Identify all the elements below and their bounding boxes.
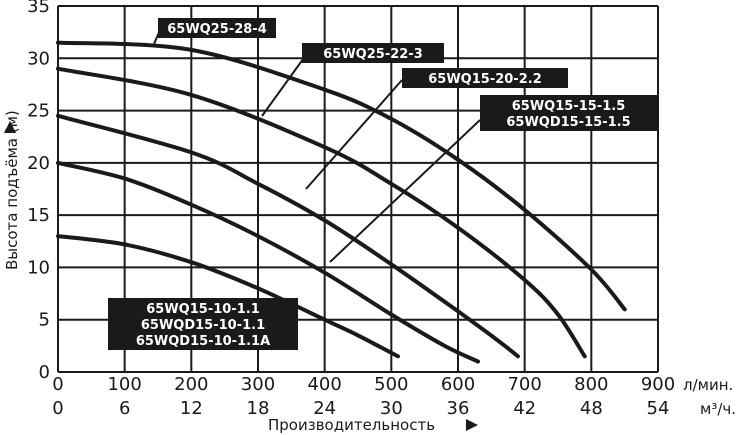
series-label-text: 65WQ15-15-1.5 bbox=[512, 99, 625, 114]
y-axis-arrow-icon bbox=[4, 121, 16, 133]
y-tick-label: 0 bbox=[39, 362, 50, 383]
x-tick-label-secondary: 48 bbox=[580, 398, 603, 419]
performance-curve bbox=[56, 160, 480, 364]
y-tick-label: 15 bbox=[27, 205, 50, 226]
series-label-text: 65WQD15-10-1.1A bbox=[136, 334, 270, 349]
label-leader-line bbox=[305, 79, 403, 190]
x-tick-labels-primary: 0 100 200 300 400 500 600 700 800 900 bbox=[52, 374, 675, 395]
x-tick-label-primary: 800 bbox=[574, 374, 608, 395]
x-tick-label-secondary: 54 bbox=[647, 398, 670, 419]
series-label-box bbox=[402, 68, 568, 88]
x-tick-label-secondary: 6 bbox=[119, 398, 130, 419]
series-label-text: 65WQD15-15-1.5 bbox=[506, 115, 630, 130]
x-tick-label-primary: 100 bbox=[107, 374, 141, 395]
x-tick-label-secondary: 24 bbox=[313, 398, 336, 419]
performance-curve bbox=[56, 234, 400, 359]
label-leaders bbox=[153, 29, 481, 263]
x-unit-primary: л/мин. bbox=[683, 376, 733, 394]
series-label-box bbox=[158, 18, 276, 38]
series-label-box bbox=[302, 43, 444, 63]
x-unit-secondary: м³/ч. bbox=[700, 400, 736, 418]
performance-curve bbox=[56, 40, 627, 312]
performance-curves bbox=[56, 40, 627, 364]
x-tick-label-primary: 500 bbox=[374, 374, 408, 395]
series-label-text: 65WQ25-28-4 bbox=[167, 22, 267, 37]
y-tick-label: 10 bbox=[27, 257, 50, 278]
x-tick-label-secondary: 0 bbox=[52, 398, 63, 419]
performance-curve bbox=[56, 66, 587, 359]
x-tick-label-secondary: 30 bbox=[380, 398, 403, 419]
series-label-text: 65WQ15-20-2.2 bbox=[428, 72, 541, 87]
x-tick-label-primary: 200 bbox=[174, 374, 208, 395]
y-tick-label: 25 bbox=[27, 101, 50, 122]
series-label-box bbox=[480, 95, 657, 131]
x-tick-label-primary: 600 bbox=[441, 374, 475, 395]
x-axis-title: Производительность bbox=[268, 416, 435, 434]
x-tick-label-primary: 700 bbox=[507, 374, 541, 395]
x-axis-arrow-icon bbox=[466, 419, 478, 431]
y-tick-label: 35 bbox=[27, 0, 50, 17]
label-leader-line bbox=[261, 54, 307, 117]
x-tick-labels-secondary: 0 6 12 18 24 30 36 42 48 54 bbox=[52, 398, 669, 419]
x-tick-label-primary: 300 bbox=[241, 374, 275, 395]
y-axis-title: Высота подъёма (м) bbox=[3, 110, 21, 270]
y-tick-label: 30 bbox=[27, 48, 50, 69]
y-tick-labels: 0 5 10 15 20 25 30 35 bbox=[27, 0, 50, 383]
x-tick-label-primary: 400 bbox=[307, 374, 341, 395]
x-tick-label-secondary: 12 bbox=[180, 398, 203, 419]
x-tick-label-secondary: 36 bbox=[447, 398, 470, 419]
x-tick-label-primary: 900 bbox=[641, 374, 675, 395]
performance-curve bbox=[56, 113, 520, 359]
y-tick-label: 5 bbox=[39, 310, 50, 331]
series-label-text: 65WQD15-10-1.1 bbox=[141, 318, 265, 333]
label-leader-line bbox=[329, 119, 481, 263]
series-label-text: 65WQ25-22-3 bbox=[323, 47, 423, 62]
x-tick-label-secondary: 18 bbox=[247, 398, 270, 419]
series-label-box bbox=[108, 298, 298, 350]
series-label-text: 65WQ15-10-1.1 bbox=[146, 302, 259, 317]
x-tick-label-primary: 0 bbox=[52, 374, 63, 395]
x-tick-label-secondary: 42 bbox=[513, 398, 536, 419]
series-labels: 65WQ25-28-4 65WQ25-22-3 65WQ15-20-2.2 65WQ1… bbox=[108, 18, 657, 350]
y-tick-label: 20 bbox=[27, 153, 50, 174]
